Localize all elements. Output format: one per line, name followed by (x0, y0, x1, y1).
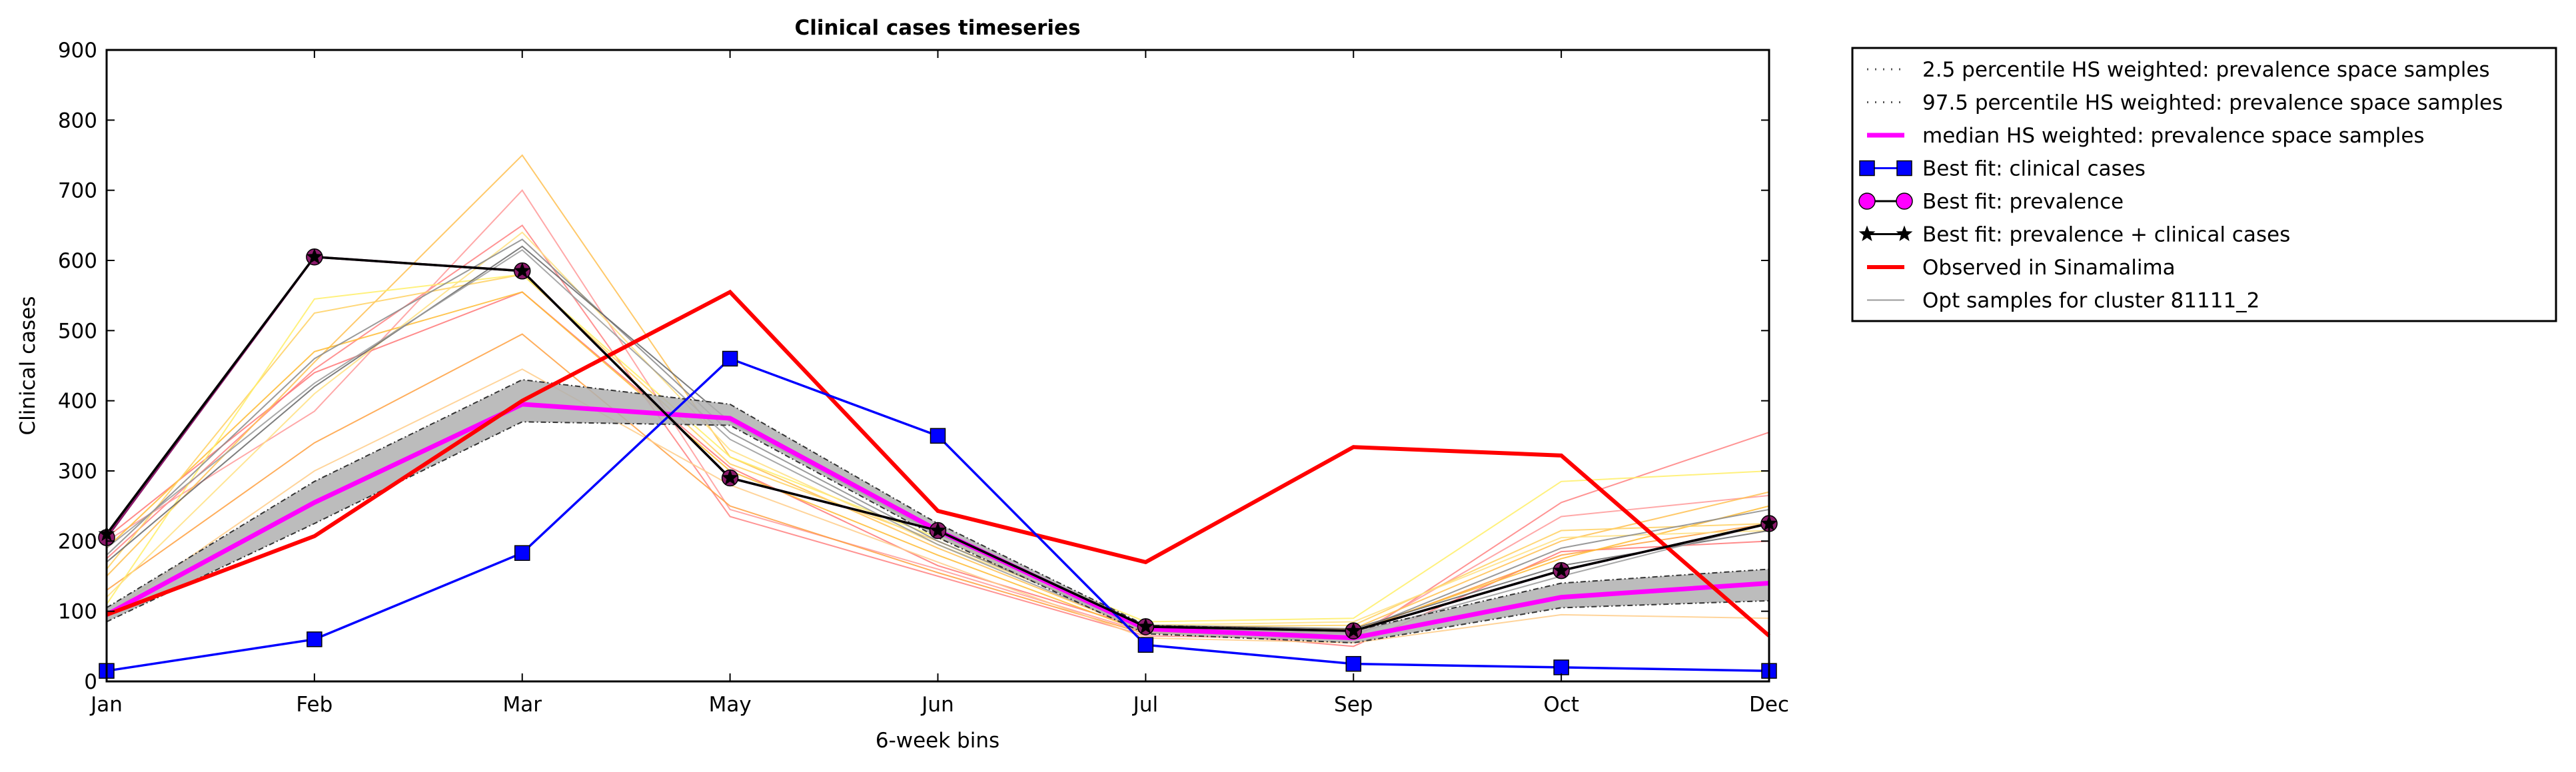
percentile-97-5-line (106, 379, 1770, 632)
y-tick-label: 400 (58, 390, 97, 414)
y-tick-label: 700 (58, 179, 97, 203)
x-tick-label: Jun (920, 693, 954, 717)
legend-item-samples: Opt samples for cluster 81111_2 (1867, 289, 2259, 313)
best-fit-clinical-point (1553, 659, 1569, 675)
x-tick-label: May (709, 693, 752, 717)
y-tick-label: 800 (58, 109, 97, 133)
best-fit-clinical-point (722, 350, 738, 367)
y-tick-label: 0 (84, 670, 97, 694)
y-axis-label: Clinical cases (16, 296, 40, 435)
best-fit-clinical-point (514, 545, 530, 561)
plot-area (98, 154, 1778, 679)
best-fit-both-point (1137, 617, 1154, 634)
sample-line-5 (106, 154, 1770, 632)
legend-label-upper: 97.5 percentile HS weighted: prevalence … (1922, 91, 2503, 115)
y-tick-label: 200 (58, 530, 97, 554)
y-tick-label: 600 (58, 249, 97, 273)
sample-line-4 (106, 333, 1770, 635)
x-tick-label: Dec (1749, 693, 1789, 717)
legend-marker-square (1859, 160, 1875, 177)
best-fit-both-point (1553, 562, 1570, 578)
legend-label-bf-clinical: Best fit: clinical cases (1922, 157, 2146, 181)
axes: Jan Feb Mar May Jun Jul Sep Oct Dec 0 100 200 300 400… (58, 39, 1789, 717)
legend-label-observed: Observed in Sinamalima (1922, 256, 2176, 280)
legend: 2.5 percentile HS weighted: prevalence s… (1851, 47, 2557, 322)
legend-marker-circle (1896, 193, 1913, 210)
best-fit-clinical-point (1137, 637, 1154, 653)
plot-frame (105, 49, 1770, 683)
legend-marker-circle (1858, 193, 1876, 210)
x-tick-label: Jul (1132, 693, 1158, 717)
legend-item-bf-prev: Best fit: prevalence (1858, 190, 2124, 214)
best-fit-clinical-point (930, 428, 946, 444)
best-fit-clinical-line (106, 357, 1770, 672)
legend-label-bf-prev: Best fit: prevalence (1922, 190, 2124, 214)
best-fit-both-point (306, 248, 323, 264)
sample-line-11 (106, 238, 1770, 633)
legend-label-lower: 2.5 percentile HS weighted: prevalence s… (1922, 58, 2490, 82)
sample-line-13 (106, 248, 1770, 635)
best-fit-both-point (1345, 622, 1362, 638)
y-tick-label: 500 (58, 319, 97, 343)
observed-line (105, 289, 1770, 637)
x-axis-label: 6-week bins (876, 729, 999, 753)
best-fit-both-point (722, 469, 738, 486)
x-tick-label: Mar (503, 693, 542, 717)
legend-label-samples: Opt samples for cluster 81111_2 (1922, 289, 2259, 313)
best-fit-clinical-point (1345, 655, 1361, 672)
sample-line-10 (106, 368, 1770, 644)
legend-frame (1851, 47, 2557, 322)
best-fit-both-point (930, 522, 946, 538)
best-fit-clinical-point (307, 631, 322, 647)
x-tick-label: Jan (89, 693, 123, 717)
legend-marker-star (1896, 225, 1913, 241)
legend-label-bf-both: Best fit: prevalence + clinical cases (1922, 223, 2290, 247)
legend-item-upper: 97.5 percentile HS weighted: prevalence … (1867, 91, 2503, 115)
legend-item-median: median HS weighted: prevalence space sam… (1867, 124, 2425, 148)
chart-title: Clinical cases timeseries (794, 16, 1080, 40)
x-tick-label: Feb (296, 693, 332, 717)
legend-label-median: median HS weighted: prevalence space sam… (1922, 124, 2425, 148)
best-fit-prevalence-line (105, 255, 1770, 632)
x-tick-label: Sep (1334, 693, 1373, 717)
best-fit-both-line (105, 255, 1770, 632)
legend-item-observed: Observed in Sinamalima (1867, 256, 2176, 280)
x-tick-label: Oct (1543, 693, 1579, 717)
legend-item-bf-clinical: Best fit: clinical cases (1859, 157, 2146, 181)
legend-marker-star (1858, 225, 1876, 241)
sample-line-6 (106, 291, 1770, 633)
sample-line-2 (106, 189, 1770, 637)
legend-item-lower: 2.5 percentile HS weighted: prevalence s… (1867, 58, 2490, 82)
y-tick-label: 100 (58, 600, 97, 624)
sample-line-1 (106, 224, 1770, 640)
legend-item-bf-both: Best fit: prevalence + clinical cases (1858, 223, 2290, 247)
best-fit-both-point (514, 262, 531, 278)
legend-marker-square (1896, 160, 1912, 177)
y-tick-label: 300 (58, 460, 97, 484)
y-tick-label: 900 (58, 39, 97, 63)
